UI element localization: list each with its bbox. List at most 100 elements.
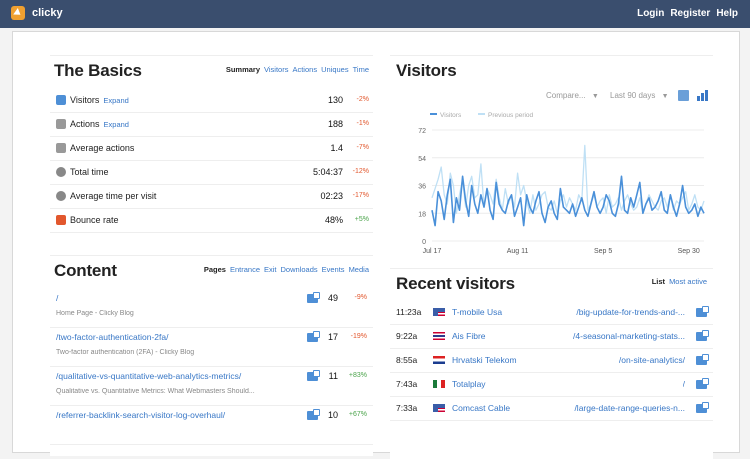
basics-change: -17% xyxy=(352,192,369,199)
content-row: / Home Page - Clicky Blog 49 -9% xyxy=(50,288,373,328)
basics-label: Bounce rate xyxy=(70,215,119,225)
visitor-path-link[interactable]: /on-site-analytics/ xyxy=(618,355,685,365)
visitor-path-link[interactable]: /4-seasonal-marketing-stats... xyxy=(573,331,685,341)
tab-media[interactable]: Media xyxy=(348,265,369,274)
visitor-path-link[interactable]: / xyxy=(682,379,685,389)
content-row: /qualitative-vs-quantitative-web-analyti… xyxy=(50,366,373,406)
basics-change: -1% xyxy=(356,120,369,127)
tab-time[interactable]: Time xyxy=(352,65,369,74)
basics-value: 130 xyxy=(327,95,343,105)
legend-swatch xyxy=(430,113,437,115)
legend-label: Visitors xyxy=(440,112,462,119)
visitor-org-link[interactable]: T-mobile Usa xyxy=(452,307,503,317)
clock-icon xyxy=(56,191,66,201)
page-count: 17 xyxy=(327,332,338,342)
basics-row: Bounce rate 48% +5% xyxy=(50,208,373,233)
x-tick-label: Aug 11 xyxy=(507,248,529,255)
chevron-down-icon: ▼ xyxy=(661,93,669,100)
page-url-link[interactable]: /two-factor-authentication-2fa/ xyxy=(56,332,169,342)
flag-th-icon xyxy=(433,332,445,340)
y-tick-label: 72 xyxy=(418,128,426,135)
visitor-session-icon[interactable] xyxy=(696,378,709,389)
expand-link[interactable]: Expand xyxy=(103,96,129,105)
tab-entrance[interactable]: Entrance xyxy=(229,265,260,274)
visitor-path-link[interactable]: /large-date-range-queries-n... xyxy=(574,403,685,413)
flag-hr-icon xyxy=(433,356,445,364)
recent-visitors-title: Recent visitors xyxy=(396,274,515,293)
tab-downloads[interactable]: Downloads xyxy=(280,265,318,274)
clicky-logo-icon[interactable] xyxy=(11,6,25,20)
tab-pages[interactable]: Pages xyxy=(203,265,226,274)
clock-icon xyxy=(56,167,66,177)
basics-label: Total time xyxy=(70,167,109,177)
basics-label-text: Average time per visit xyxy=(70,191,157,201)
top-bar: clicky Login Register Help xyxy=(0,0,750,28)
basics-change: -2% xyxy=(356,96,369,103)
content-panel: Content Pages Entrance Exit Downloads Events… xyxy=(50,255,373,456)
y-tick-label: 36 xyxy=(418,184,426,191)
x-tick-label: Sep 30 xyxy=(678,248,700,255)
visitor-list-icon[interactable] xyxy=(307,292,320,303)
expand-link[interactable]: Expand xyxy=(103,120,129,129)
y-tick-label: 54 xyxy=(418,156,426,163)
tab-exit[interactable]: Exit xyxy=(264,265,277,274)
tab-visitors[interactable]: Visitors xyxy=(264,65,289,74)
page-change: -19% xyxy=(350,333,367,340)
visitor-session-icon[interactable] xyxy=(696,354,709,365)
tab-list[interactable]: List xyxy=(651,277,666,286)
page-url-link[interactable]: /qualitative-vs-quantitative-web-analyti… xyxy=(56,371,242,381)
compare-dropdown[interactable]: Compare... ▼ xyxy=(546,91,599,100)
visitor-session-icon[interactable] xyxy=(696,330,709,341)
bar-chart-icon[interactable] xyxy=(697,90,709,101)
visitors-chart: Visitors Previous period 0 18 36 54 72 Jul 17 Au… xyxy=(418,112,705,255)
page-change: +83% xyxy=(348,372,367,379)
login-link[interactable]: Login xyxy=(637,8,665,19)
visitor-org-link[interactable]: Hrvatski Telekom xyxy=(452,355,517,365)
page-title-text: Home Page - Clicky Blog xyxy=(56,310,134,317)
basics-row: Actions Expand 188 -1% xyxy=(50,112,373,137)
visitor-list-icon[interactable] xyxy=(307,409,320,420)
legend-label: Previous period xyxy=(488,112,534,119)
visitor-path-link[interactable]: /big-update-for-trends-and-... xyxy=(576,307,685,317)
help-link[interactable]: Help xyxy=(716,8,738,19)
basics-label: Average time per visit xyxy=(70,191,156,201)
tab-events[interactable]: Events xyxy=(321,265,345,274)
content-title: Content xyxy=(54,261,117,280)
content-row: /two-factor-authentication-2fa/Two-facto… xyxy=(50,327,373,367)
brand-name[interactable]: clicky xyxy=(32,7,63,19)
basics-change: -7% xyxy=(356,144,369,151)
bounce-icon xyxy=(56,215,66,225)
compare-label: Compare... xyxy=(546,91,586,100)
page-count: 11 xyxy=(328,371,338,381)
tab-most-active[interactable]: Most active xyxy=(669,277,707,286)
tab-actions[interactable]: Actions xyxy=(292,65,318,74)
visitor-org-link[interactable]: Comcast Cable xyxy=(452,403,511,413)
content-tabs: Pages Entrance Exit Downloads Events Media xyxy=(204,265,369,274)
visit-time: 7:33a xyxy=(396,403,418,413)
register-link[interactable]: Register xyxy=(670,8,711,19)
tab-uniques[interactable]: Uniques xyxy=(321,65,349,74)
visitor-org-link[interactable]: Ais Fibre xyxy=(452,331,486,341)
export-icon[interactable] xyxy=(678,90,689,101)
x-tick-label: Sep 5 xyxy=(594,248,612,255)
page-url-link[interactable]: / xyxy=(56,293,59,303)
visitor-list-icon[interactable] xyxy=(307,331,320,342)
visit-time: 7:43a xyxy=(396,379,418,389)
range-dropdown[interactable]: Last 90 days ▼ xyxy=(610,91,669,100)
basics-value: 48% xyxy=(324,215,343,225)
visitor-org-link[interactable]: Totalplay xyxy=(452,379,486,389)
y-tick-label: 0 xyxy=(422,239,426,246)
visitors-icon xyxy=(56,95,66,105)
visitor-session-icon[interactable] xyxy=(696,306,709,317)
y-tick-label: 18 xyxy=(418,211,426,218)
visitor-session-icon[interactable] xyxy=(696,402,709,413)
visitor-list-icon[interactable] xyxy=(307,370,320,381)
basics-row: Average actions 1.4 -7% xyxy=(50,136,373,161)
page-url-link[interactable]: /referrer-backlink-search-visitor-log-ov… xyxy=(56,410,226,420)
tab-summary[interactable]: Summary xyxy=(225,65,261,74)
basics-row: Total time 5:04:37 -12% xyxy=(50,160,373,185)
visitor-row: 11:23a T-mobile Usa/big-update-for-trends… xyxy=(390,300,713,325)
recent-visitors-panel: Recent visitors List Most active 11:23a T-… xyxy=(390,268,713,459)
visit-time: 9:22a xyxy=(396,331,418,341)
visitor-row: 7:33a Comcast Cable/large-date-range-quer… xyxy=(390,396,713,421)
